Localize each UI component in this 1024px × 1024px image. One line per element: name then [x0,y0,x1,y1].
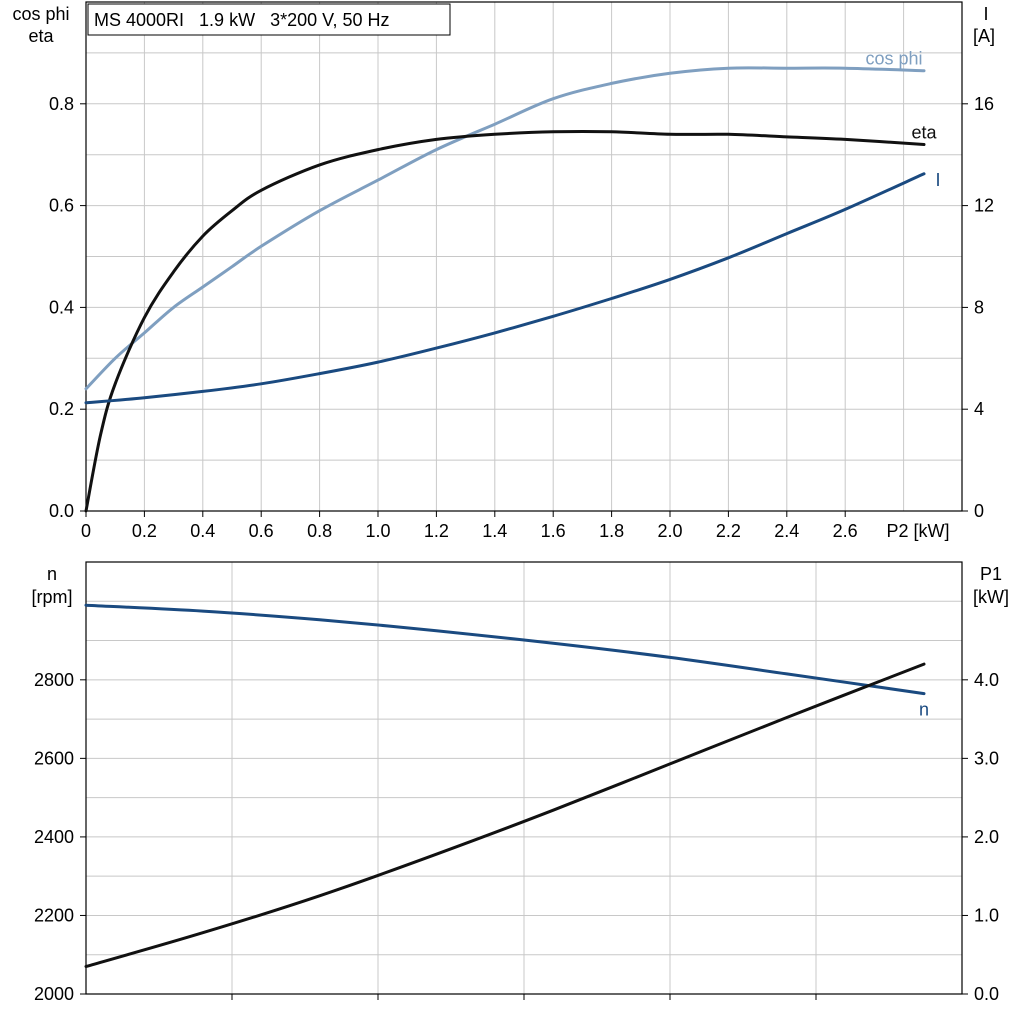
y-tick-label: 0.4 [49,297,74,317]
y-tick-label: 2400 [34,827,74,847]
x-tick-label: 0.4 [190,521,215,541]
y-tick-label: 0.8 [49,94,74,114]
x-tick-label: 2.6 [833,521,858,541]
x-tick-label: 2.2 [716,521,741,541]
y2-tick-label: 0 [974,501,984,521]
series-line-eta [84,130,926,513]
bottom-panel-ticks: 2000 2200 2400 2600 2800 0.0 1.0 2.0 3.0 4.0 [34,670,999,1004]
y2-tick-label: 4.0 [974,670,999,690]
y-tick-label: 0.2 [49,399,74,419]
x-tick-label: 0.8 [307,521,332,541]
series-label-eta: eta [912,123,938,143]
x-axis-label: P2 [kW] [886,521,949,541]
y-tick-label: 2600 [34,748,74,768]
y2-tick-label: 2.0 [974,827,999,847]
current-axis-label: I [983,4,988,24]
series-label-n: n [919,700,929,720]
title-box [87,3,451,36]
chart-title: MS 4000RI 1.9 kW 3*200 V, 50 Hz [94,10,390,30]
y-tick-label: 2800 [34,670,74,690]
eta-axis-label: eta [28,26,54,46]
x-tick-label: 1.0 [365,521,390,541]
y2-tick-label: 3.0 [974,748,999,768]
y2-tick-label: 0.0 [974,984,999,1004]
p1-axis-label: P1 [980,564,1002,584]
y2-tick-label: 4 [974,399,984,419]
x-tick-label: 2.0 [657,521,682,541]
y-tick-label: 2000 [34,984,74,1004]
series-line-n [84,603,926,696]
current-unit-label: [A] [973,26,995,46]
y-tick-label: 0.6 [49,196,74,216]
x-tick-label: 1.2 [424,521,449,541]
y2-tick-label: 8 [974,297,984,317]
top-panel-ticks: 0.0 0.2 0.4 0.6 0.8 0 4 8 12 16 0 0.2 0.4 0.6 0.8 1.0 1.… [49,94,994,541]
series-label-i: I [936,170,941,190]
series-line-p1 [84,662,926,968]
p1-unit-label: [kW] [973,587,1009,607]
y2-tick-label: 16 [974,94,994,114]
top-panel-grid [86,2,962,511]
y-tick-label: 0.0 [49,501,74,521]
speed-axis-label: n [47,564,57,584]
x-tick-label: 2.4 [774,521,799,541]
x-tick-label: 1.4 [482,521,507,541]
bottom-panel-series: n [84,603,929,968]
series-line-i [84,172,926,405]
y2-tick-label: 1.0 [974,905,999,925]
speed-unit-label: [rpm] [31,587,72,607]
y2-tick-label: 12 [974,196,994,216]
bottom-panel-grid [86,562,962,994]
top-panel-frame [85,1,963,512]
series-line-cos-phi [84,66,926,391]
series-label-cos-phi: cos phi [866,49,923,69]
y-tick-label: 2200 [34,905,74,925]
x-tick-label: 0.2 [132,521,157,541]
x-tick-label: 0.6 [249,521,274,541]
x-tick-label: 0 [81,521,91,541]
cos-phi-axis-label: cos phi [12,4,69,24]
top-panel-series: cos phi eta I [84,49,941,513]
x-tick-label: 1.6 [541,521,566,541]
x-tick-label: 1.8 [599,521,624,541]
